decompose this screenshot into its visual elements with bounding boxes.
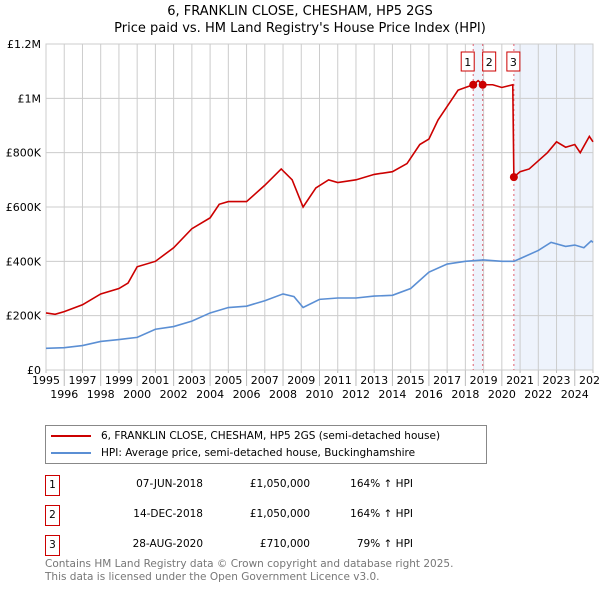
plot-border (45, 43, 594, 371)
x-tick-label: 2016 (415, 388, 443, 401)
sale-point (469, 80, 478, 89)
legend-property: 6, FRANKLIN CLOSE, CHESHAM, HP5 2GS (sem… (51, 430, 440, 442)
chart-subtitle: Price paid vs. HM Land Registry's House … (114, 21, 486, 36)
x-tick-label: 1999 (105, 374, 133, 387)
x-tick-label: 2010 (306, 388, 334, 401)
sale-label-box (506, 51, 521, 72)
y-tick-label: £600K (6, 201, 42, 214)
x-tick-label: 1997 (68, 374, 96, 387)
x-tick-label: 2004 (196, 388, 224, 401)
series-line-hpi (45, 239, 594, 350)
sale-point (478, 80, 487, 89)
x-tick-label: 2017 (433, 374, 461, 387)
legend-swatch (51, 452, 91, 454)
y-tick-label: £400K (6, 255, 42, 268)
legend-swatch (51, 435, 91, 437)
y-tick-label: £0 (27, 364, 41, 377)
x-tick-label: 2008 (269, 388, 297, 401)
x-tick-label: 2007 (251, 374, 279, 387)
x-tick-label: 2018 (451, 388, 479, 401)
x-tick-label: 2002 (160, 388, 188, 401)
sale-marker-box: 3 (45, 535, 60, 556)
sale-row: 3 28-AUG-2020 £710,000 79% ↑ HPI (45, 535, 445, 557)
x-tick-label: 2020 (488, 388, 516, 401)
sale-marker-box: 1 (45, 475, 60, 496)
x-tick-label: 2014 (378, 388, 406, 401)
x-tick-label: 1996 (50, 388, 78, 401)
sale-point (509, 173, 518, 182)
sale-hpi: 164% ↑ HPI (350, 478, 413, 490)
x-tick-label: 2000 (123, 388, 151, 401)
x-tick-label: 2023 (543, 374, 571, 387)
x-tick-label: 2003 (178, 374, 206, 387)
sale-price: £1,050,000 (249, 478, 310, 490)
x-tick-label: 2019 (470, 374, 498, 387)
sale-row: 2 14-DEC-2018 £1,050,000 164% ↑ HPI (45, 505, 445, 527)
sale-date: 28-AUG-2020 (132, 538, 203, 550)
legend-label: HPI: Average price, semi-detached house,… (101, 447, 416, 459)
x-tick-label: 2001 (141, 374, 169, 387)
footer-line: This data is licensed under the Open Gov… (45, 571, 380, 583)
x-tick-label: 2025 (579, 374, 600, 387)
x-tick-label: 2013 (360, 374, 388, 387)
x-tick-label: 2009 (287, 374, 315, 387)
sale-price: £1,050,000 (249, 508, 310, 520)
legend: 6, FRANKLIN CLOSE, CHESHAM, HP5 2GS (sem… (45, 425, 487, 464)
x-tick-label: 2015 (397, 374, 425, 387)
y-tick-label: £200K (6, 310, 42, 323)
x-tick-label: 2012 (342, 388, 370, 401)
y-tick-label: £1M (18, 92, 42, 105)
chart-title: 6, FRANKLIN CLOSE, CHESHAM, HP5 2GS (167, 4, 433, 19)
sale-label: 3 (510, 56, 517, 69)
sale-date: 07-JUN-2018 (136, 478, 203, 490)
y-tick-label: £1.2M (7, 38, 41, 51)
x-tick-label: 2006 (233, 388, 261, 401)
x-tick-label: 2021 (506, 374, 534, 387)
y-tick-label: £800K (6, 147, 42, 160)
price-chart: 1995199619971998199920002001200220032004… (6, 38, 600, 401)
sale-hpi: 164% ↑ HPI (350, 508, 413, 520)
sale-row: 1 07-JUN-2018 £1,050,000 164% ↑ HPI (45, 475, 445, 497)
sale-label: 1 (464, 56, 471, 69)
x-tick-label: 2011 (324, 374, 352, 387)
x-tick-label: 2022 (524, 388, 552, 401)
series-line-property (45, 79, 594, 316)
footer-line: Contains HM Land Registry data © Crown c… (45, 558, 454, 570)
x-tick-label: 1995 (32, 374, 60, 387)
sale-hpi: 79% ↑ HPI (356, 538, 413, 550)
x-tick-label: 2005 (214, 374, 242, 387)
legend-hpi: HPI: Average price, semi-detached house,… (51, 447, 415, 459)
footer: Contains HM Land Registry data © Crown c… (45, 558, 453, 584)
sale-price: £710,000 (259, 538, 310, 550)
sale-marker-box: 2 (45, 505, 60, 526)
x-tick-label: 1998 (87, 388, 115, 401)
legend-label: 6, FRANKLIN CLOSE, CHESHAM, HP5 2GS (sem… (101, 430, 441, 442)
sale-date: 14-DEC-2018 (133, 508, 203, 520)
sale-label: 2 (486, 56, 493, 69)
sale-label-box (460, 51, 475, 72)
sale-label-box (482, 51, 497, 72)
x-tick-label: 2024 (561, 388, 589, 401)
